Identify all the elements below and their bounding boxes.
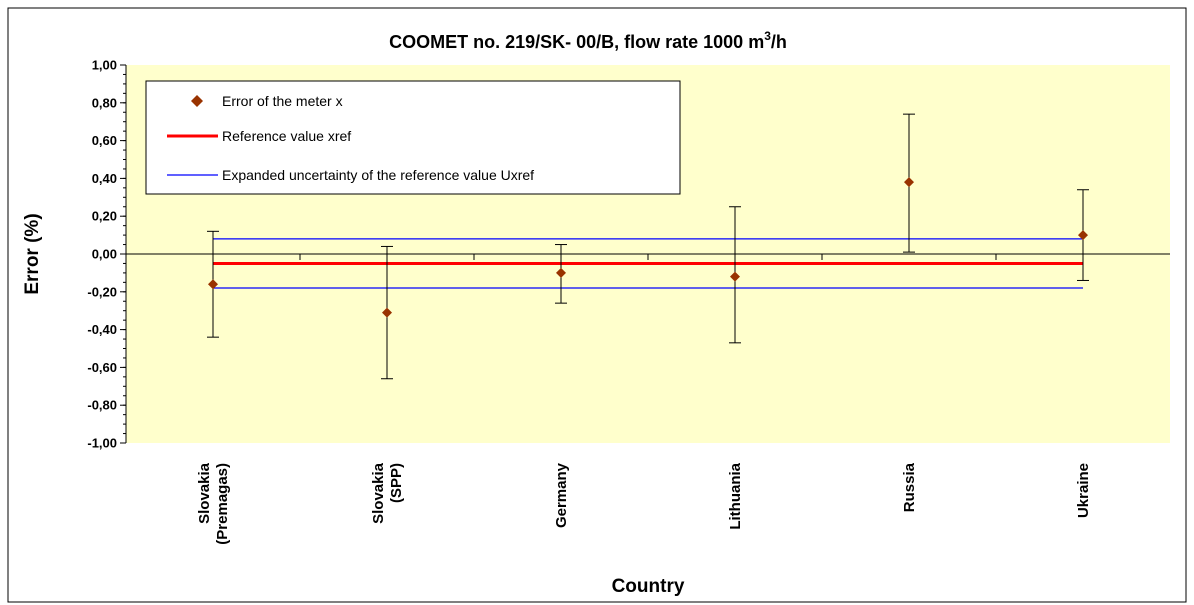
y-axis-title: Error (%) (22, 213, 43, 294)
x-category-label: Slovakia(Premagas) (196, 462, 231, 544)
y-tick-label: 0,40 (92, 171, 117, 186)
chart-title: COOMET no. 219/SK- 00/B, flow rate 1000 … (389, 29, 787, 52)
legend-box (145, 80, 681, 195)
data-point (730, 271, 740, 282)
data-point (382, 307, 392, 318)
legend-marker-point (191, 95, 203, 107)
data-point (208, 279, 218, 290)
legend-label-error: Error of the meter x (222, 93, 343, 109)
y-tick-label: -1,00 (87, 436, 117, 451)
y-tick-label: -0,40 (87, 322, 117, 337)
data-point (556, 267, 566, 278)
x-category-label: Lithuania (727, 462, 744, 529)
chart-marks (207, 113, 1089, 380)
legend-label-uncertainty: Expanded uncertainty of the reference va… (222, 167, 534, 183)
y-tick-label: -0,80 (87, 398, 117, 413)
x-category-label: Russia (901, 462, 918, 512)
y-tick-label: 0,80 (92, 95, 117, 110)
chart-legend: Error of the meter x Reference value xre… (145, 80, 681, 195)
x-category-label: Ukraine (1075, 463, 1092, 518)
y-tick-label: -0,20 (87, 284, 117, 299)
data-point (904, 177, 914, 188)
y-tick-label: 0,20 (92, 209, 117, 224)
x-category-label: Slovakia(SPP) (370, 462, 405, 524)
x-axis-title: Country (612, 576, 685, 597)
x-category-label: Germany (553, 462, 570, 528)
chart-axes: 1,00 0,80 0,60 0,40 0,20 0,00 -0,20 -0,40 -0,60 -… (87, 58, 1170, 545)
y-tick-label: 0,00 (92, 247, 117, 262)
y-tick-label: 0,60 (92, 133, 117, 148)
legend-label-reference: Reference value xref (222, 128, 351, 144)
data-point (1078, 230, 1088, 241)
y-tick-label: 1,00 (92, 58, 117, 73)
y-tick-label: -0,60 (87, 360, 117, 375)
